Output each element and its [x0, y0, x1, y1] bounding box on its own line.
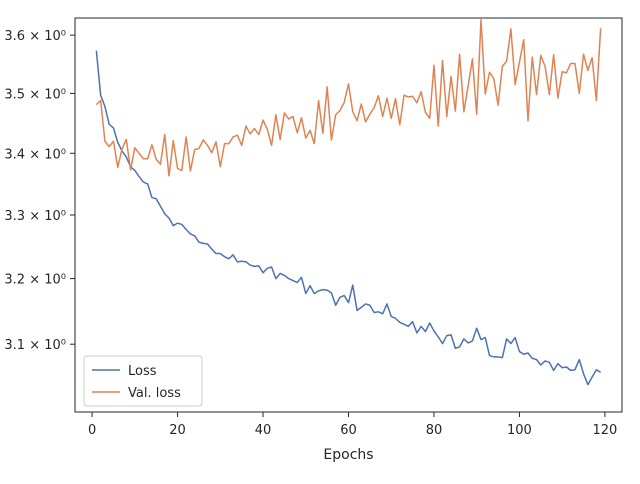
- plot-frame: [74, 17, 623, 413]
- y-tick-label: 3.4 × 10⁰: [4, 147, 66, 162]
- y-tick-label: 3.3 × 10⁰: [4, 209, 66, 224]
- y-tick-label: 3.5 × 10⁰: [4, 87, 66, 102]
- series-line-val-loss: [95, 18, 602, 177]
- legend: Loss Val. loss: [83, 355, 203, 407]
- x-tick-label: 0: [88, 423, 96, 438]
- legend-label-loss: Loss: [128, 364, 157, 379]
- legend-label-val-loss: Val. loss: [128, 386, 181, 401]
- x-tick-label: 120: [592, 423, 617, 438]
- y-axis: 3.1 × 10⁰ 3.2 × 10⁰ 3.3 × 10⁰ 3.4 × 10⁰ 3.5 …: [4, 29, 75, 353]
- x-tick-label: 40: [255, 423, 272, 438]
- x-axis-label: Epochs: [323, 447, 373, 463]
- y-tick-label: 3.2 × 10⁰: [4, 273, 66, 288]
- y-tick-label: 3.1 × 10⁰: [4, 338, 66, 353]
- plot-content: [95, 18, 602, 386]
- x-tick-label: 100: [507, 423, 532, 438]
- y-tick-label: 3.6 × 10⁰: [4, 29, 66, 44]
- x-tick-label: 60: [340, 423, 357, 438]
- x-tick-label: 80: [426, 423, 443, 438]
- x-axis: 0 20 40 60 80 100 120: [88, 412, 617, 438]
- legend-box: [83, 355, 203, 407]
- series-line-loss: [95, 50, 602, 386]
- x-tick-label: 20: [169, 423, 186, 438]
